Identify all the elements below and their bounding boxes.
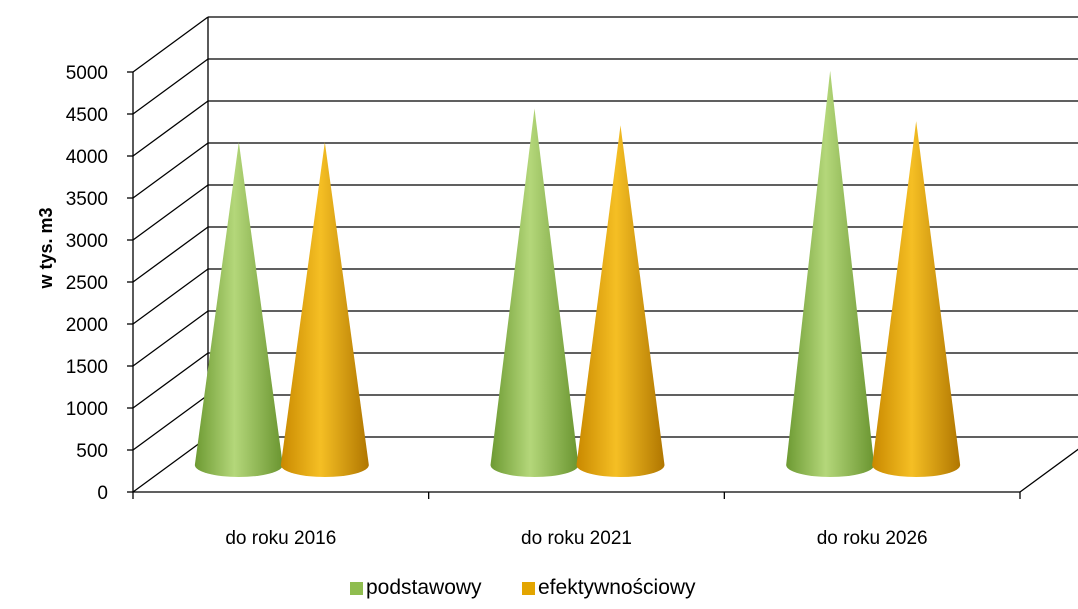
gridline-diagonal	[132, 58, 209, 115]
gridline-diagonal	[132, 16, 209, 73]
y-tick-label: 1000	[66, 399, 108, 420]
gridline-diagonal	[132, 268, 209, 325]
y-tick-label: 4500	[66, 105, 108, 126]
y-tick-label: 2000	[66, 315, 108, 336]
legend-swatch-podstawowy	[350, 582, 363, 595]
cone-body	[786, 70, 875, 477]
x-tick-label: do roku 2026	[817, 528, 928, 549]
y-tick-label: 2500	[66, 273, 108, 294]
y-axis-title: w tys. m3	[36, 207, 56, 289]
cone-podstawowy	[490, 108, 579, 478]
y-tick-label: 0	[97, 483, 108, 504]
y-tick-label: 5000	[66, 63, 108, 84]
y-tick-label: 3500	[66, 189, 108, 210]
cone-body	[872, 121, 961, 478]
gridline-diagonal	[132, 100, 209, 157]
gridline-diagonal	[132, 142, 209, 199]
cone-body	[280, 142, 369, 477]
gridlines	[132, 16, 1078, 493]
cones	[194, 70, 961, 478]
floor-right-edge	[1019, 448, 1078, 493]
gridline-diagonal	[132, 184, 209, 241]
legend: podstawowy efektywnościowy	[350, 576, 696, 599]
x-tick-label: do roku 2021	[521, 528, 632, 549]
legend-label-podstawowy: podstawowy	[366, 576, 482, 599]
cone-body	[490, 108, 579, 478]
cone-efektywnosciowy	[872, 121, 961, 478]
axis-labels: w tys. m3 0 500 1000 1500 2000 2500 3000 3500 40…	[36, 63, 928, 549]
y-tick-label: 3000	[66, 231, 108, 252]
y-tick-label: 1500	[66, 357, 108, 378]
cone-body	[194, 142, 283, 477]
gridline-diagonal	[132, 394, 209, 451]
gridline-diagonal	[132, 310, 209, 367]
y-tick-label: 500	[76, 441, 108, 462]
cone-efektywnosciowy	[280, 142, 369, 477]
cone-body	[576, 125, 665, 477]
gridline-diagonal	[132, 352, 209, 409]
cone-efektywnosciowy	[576, 125, 665, 477]
axes	[127, 17, 1078, 499]
x-tick-label: do roku 2016	[225, 528, 336, 549]
legend-swatch-efektywnosciowy	[522, 582, 535, 595]
gridline-diagonal	[132, 226, 209, 283]
gridline-diagonal	[132, 436, 209, 493]
cone-podstawowy	[194, 142, 283, 477]
legend-label-efektywnosciowy: efektywnościowy	[538, 576, 696, 599]
y-tick-label: 4000	[66, 147, 108, 168]
cone-podstawowy	[786, 70, 875, 477]
